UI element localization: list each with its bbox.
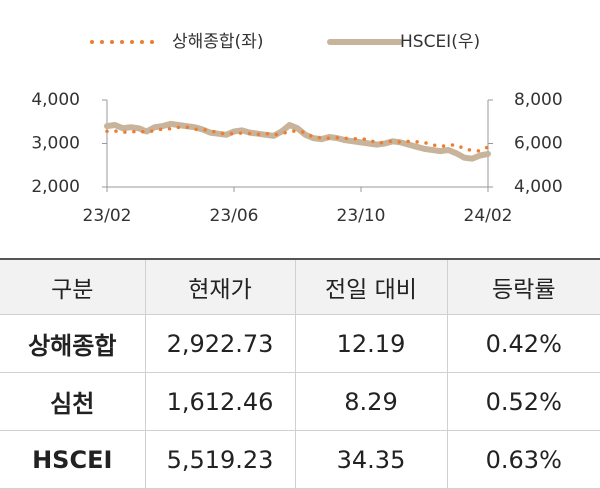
table-cell: 12.19 — [294, 314, 447, 373]
table-cell: HSCEI — [0, 430, 145, 489]
table-cell: 0.52% — [446, 372, 600, 431]
header-cell: 구분 — [0, 258, 145, 315]
table-cell: 상해종합 — [0, 314, 145, 373]
table-row: 심천 1,612.46 8.29 0.52% — [0, 372, 600, 431]
y-tick-label: 4,000 — [31, 90, 80, 110]
table-row: HSCEI 5,519.23 34.35 0.63% — [0, 430, 600, 489]
x-tick-label: 23/06 — [210, 206, 259, 226]
table-cell: 8.29 — [294, 372, 447, 431]
y-tick-label: 2,000 — [31, 177, 80, 197]
header-cell: 전일 대비 — [294, 258, 447, 315]
series-line — [104, 120, 491, 162]
table-cell: 1,612.46 — [144, 372, 295, 431]
table-row: 상해종합 2,922.73 12.19 0.42% — [0, 314, 600, 373]
legend-label: 상해종합(좌) — [172, 32, 263, 52]
y-tick-label: 3,000 — [31, 134, 80, 154]
x-tick-label: 24/02 — [464, 206, 513, 226]
series-line — [105, 125, 490, 153]
table-body: 상해종합 2,922.73 12.19 0.42% 심천 1,612.46 8.29 0.52… — [0, 314, 600, 489]
table-cell: 0.63% — [446, 430, 600, 489]
data-table: 구분 현재가 전일 대비 등락률 상해종합 2,922.73 12.19 0.42% 심천 1,… — [0, 258, 600, 489]
y2-tick-label: 8,000 — [514, 90, 563, 110]
legend-label: HSCEI(우) — [400, 32, 480, 52]
y2-tick-label: 4,000 — [514, 177, 563, 197]
chart: 2,000 3,000 4,000 4,000 6,000 8,000 23/02 23/06… — [31, 32, 563, 226]
table-cell: 34.35 — [294, 430, 447, 489]
header-cell: 등락률 — [446, 258, 600, 315]
x-tick-label: 23/10 — [337, 206, 386, 226]
header-cell: 현재가 — [144, 258, 295, 315]
header-row: 구분 현재가 전일 대비 등락률 — [0, 258, 600, 315]
table-cell: 2,922.73 — [144, 314, 295, 373]
x-tick-label: 23/02 — [83, 206, 132, 226]
y2-tick-label: 6,000 — [514, 134, 563, 154]
table-cell: 심천 — [0, 372, 145, 431]
table-cell: 0.42% — [446, 314, 600, 373]
